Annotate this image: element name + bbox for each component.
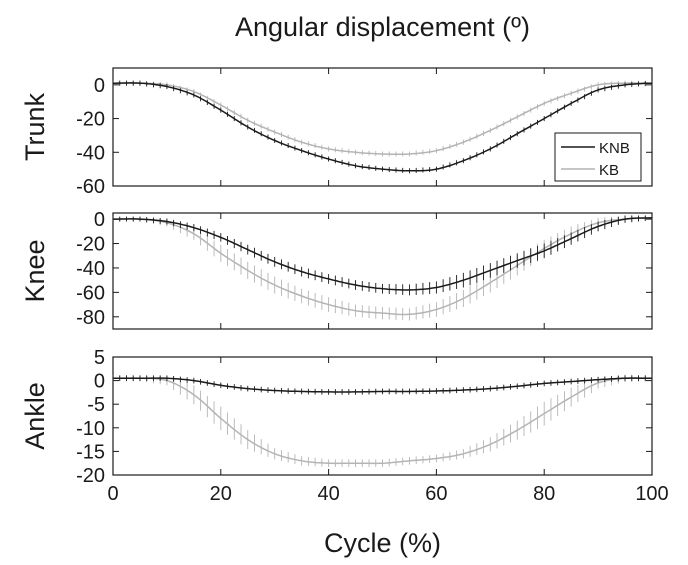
series-line-kb xyxy=(113,377,652,465)
panel-frame xyxy=(112,212,653,330)
y-tick-label: -40 xyxy=(76,258,105,280)
y-tick-label: -10 xyxy=(76,418,105,440)
series-line-knb xyxy=(113,377,652,393)
x-tick-label: 80 xyxy=(533,483,555,505)
y-tick-label: 5 xyxy=(94,347,105,369)
legend-label-kb: KB xyxy=(599,162,619,179)
y-tick-label: 0 xyxy=(94,75,105,97)
x-tick-label: 20 xyxy=(210,483,232,505)
series-line-knb xyxy=(113,217,652,291)
panel-frame xyxy=(112,356,653,476)
y-tick-label: -60 xyxy=(76,176,105,198)
y-tick-label: -40 xyxy=(76,142,105,164)
series-line-kb xyxy=(113,217,652,316)
x-axis-label: Cycle (%) xyxy=(323,528,441,558)
y-tick-label: -20 xyxy=(76,234,105,256)
y-axis-label: Ankle xyxy=(20,382,50,450)
y-axis-label: Trunk xyxy=(20,92,50,161)
y-tick-label: -20 xyxy=(76,465,105,487)
legend-box xyxy=(554,132,642,182)
y-axis-label: Knee xyxy=(20,239,50,302)
x-tick-label: 40 xyxy=(317,483,339,505)
series-line-kb xyxy=(113,82,652,156)
y-tick-label: -15 xyxy=(76,441,105,463)
figure-title: Angular displacement (º) xyxy=(235,12,530,42)
x-tick-label: 60 xyxy=(425,483,447,505)
y-tick-label: -20 xyxy=(76,109,105,131)
y-tick-label: 0 xyxy=(94,209,105,231)
series-line-knb xyxy=(113,82,653,172)
x-tick-label: 100 xyxy=(635,483,668,505)
y-tick-label: -60 xyxy=(76,282,105,304)
y-tick-label: -80 xyxy=(76,307,105,329)
x-tick-label: 0 xyxy=(107,483,118,505)
panel-frame xyxy=(112,67,653,187)
y-tick-label: 0 xyxy=(94,371,105,393)
y-tick-label: -5 xyxy=(87,394,105,416)
legend-label-knb: KNB xyxy=(599,140,630,157)
